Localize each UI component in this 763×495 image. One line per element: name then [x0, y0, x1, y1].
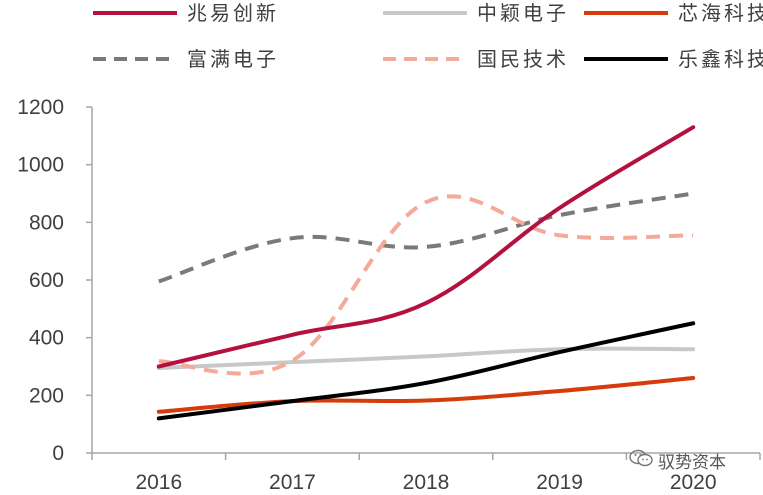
series-line-2 — [156, 376, 696, 414]
watermark: 驭势资本 — [628, 448, 726, 473]
watermark-text: 驭势资本 — [658, 453, 726, 473]
axes: 0 200 400 600 800 1000 1200 2016 2017 2018 2019 202… — [17, 96, 761, 494]
series-lines — [156, 125, 696, 421]
x-tick-label: 2017 — [269, 471, 316, 494]
wechat-icon — [628, 448, 654, 473]
series-line-1 — [156, 346, 696, 370]
legend-label-2: 芯海科技 — [678, 2, 763, 25]
legend-label-1: 中颖电子 — [477, 2, 569, 25]
x-tick-label: 2018 — [403, 471, 450, 494]
legend-label-0: 兆易创新 — [187, 2, 279, 25]
y-tick-label: 1000 — [17, 154, 64, 177]
legend-label-4: 国民技术 — [477, 48, 569, 71]
x-tick-label: 2019 — [536, 471, 583, 494]
series-line-5 — [156, 321, 696, 421]
y-tick-label: 400 — [29, 327, 64, 350]
y-tick-label: 800 — [29, 211, 64, 234]
y-tick-label: 200 — [29, 384, 64, 407]
y-tick-label: 600 — [29, 269, 64, 292]
legend-label-3: 富满电子 — [187, 48, 279, 71]
y-tick-label: 0 — [52, 442, 64, 465]
y-tick-label: 1200 — [17, 96, 64, 119]
series-line-3 — [158, 191, 694, 284]
series-line-0 — [156, 125, 696, 369]
x-tick-label: 2020 — [670, 471, 717, 494]
legend-label-5: 乐鑫科技 — [678, 48, 763, 71]
x-tick-label: 2016 — [135, 471, 182, 494]
